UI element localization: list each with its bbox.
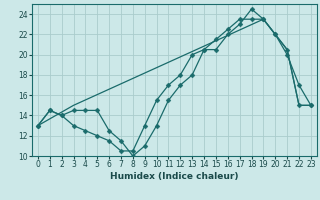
X-axis label: Humidex (Indice chaleur): Humidex (Indice chaleur) [110,172,239,181]
